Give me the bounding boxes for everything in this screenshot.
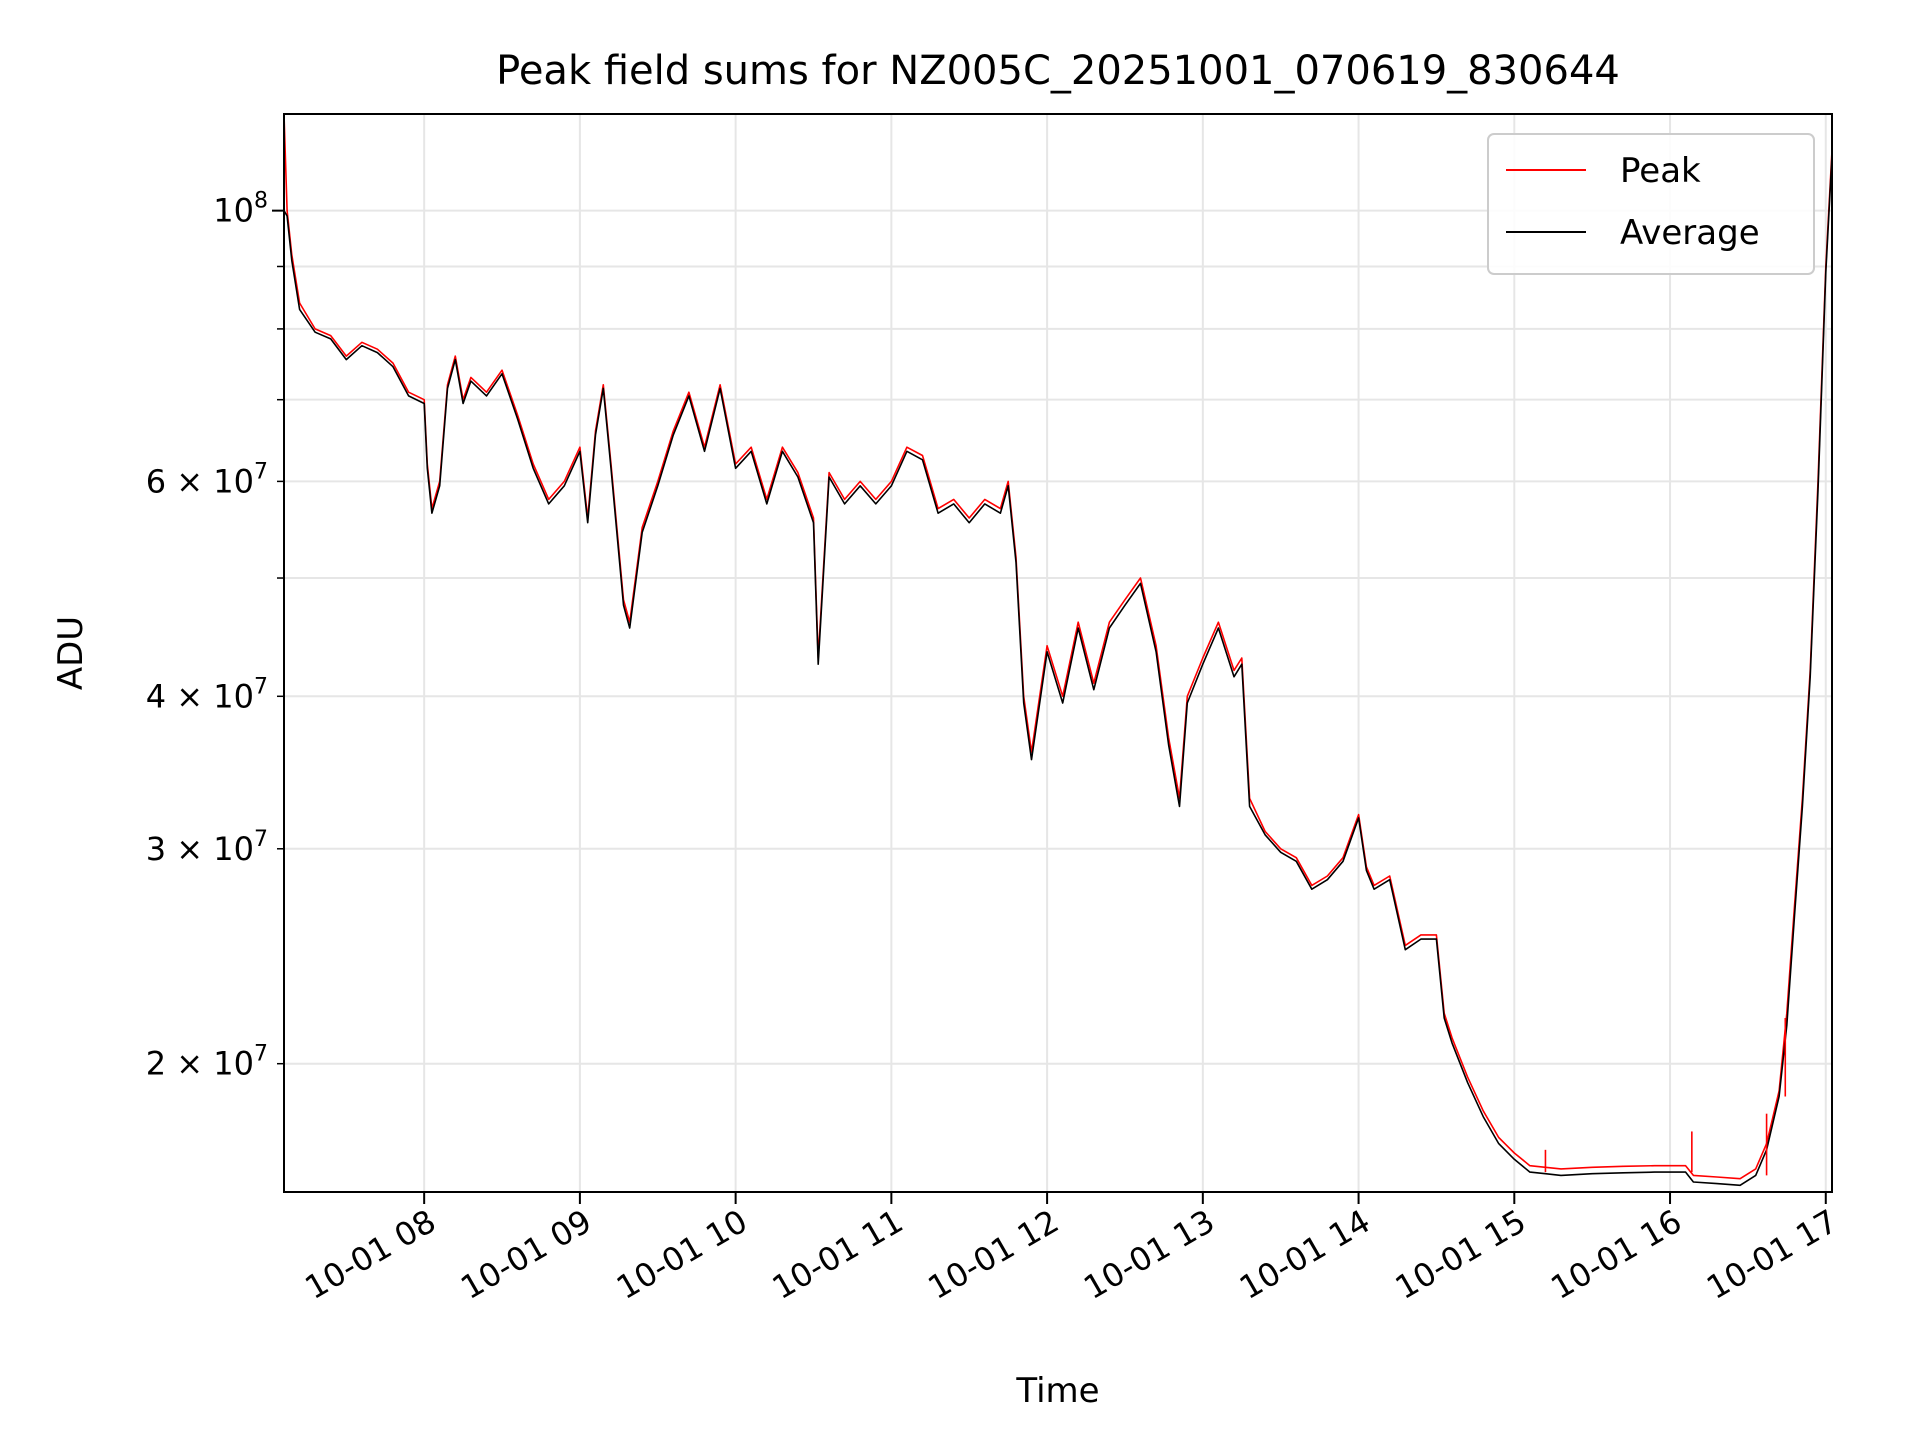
series-group: [284, 114, 1832, 1187]
y-axis-label: ADU: [51, 616, 91, 690]
legend-label-average: Average: [1620, 213, 1760, 253]
y-tick-label: 3 × 107: [146, 827, 268, 868]
y-tick-label: 4 × 107: [146, 674, 268, 715]
x-axis-label: Time: [1015, 1371, 1099, 1411]
y-tick-label: 108: [213, 189, 268, 230]
y-tick-label: 2 × 107: [146, 1042, 268, 1083]
legend-label-peak: Peak: [1620, 151, 1701, 191]
legend: Peak Average: [1487, 133, 1815, 275]
y-tick-label: 6 × 107: [146, 459, 268, 500]
plot-frame: [283, 113, 1833, 1193]
chart-title: Peak field sums for NZ005C_20251001_0706…: [496, 48, 1620, 94]
y-axis-ticks: 108 2 × 107 3 × 107 4 × 107 6 × 107: [146, 189, 284, 1083]
series-line-average: [284, 155, 1832, 1187]
